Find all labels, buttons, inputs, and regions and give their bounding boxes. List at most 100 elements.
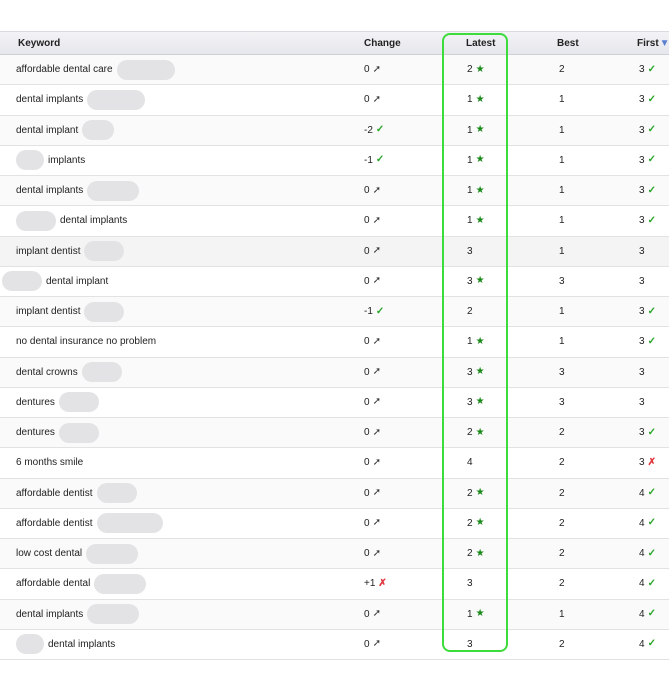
thumbs-up-icon: ✓ xyxy=(647,184,656,196)
table-row[interactable]: affordable dentist 0 ➚ 2 ★ 2 4 ✓ xyxy=(0,509,669,539)
star-icon: ★ xyxy=(475,154,485,166)
table-row[interactable]: affordable dental +1 ✗ 3 2 4 ✓ xyxy=(0,569,669,600)
keyword-cell: affordable dentist xyxy=(16,509,163,538)
keyword-text: dental implant xyxy=(46,275,109,287)
keyword-cell: dental implant xyxy=(2,267,108,296)
header-keyword[interactable]: Keyword xyxy=(18,38,61,49)
star-icon: ★ xyxy=(475,517,485,529)
change-cell: 0 ➚ xyxy=(364,448,381,477)
best-cell: 1 xyxy=(559,297,565,326)
change-cell: 0 ➚ xyxy=(364,85,381,114)
first-cell-value: 3 xyxy=(639,306,645,318)
first-cell-value: 3 xyxy=(639,245,645,257)
table-row[interactable]: implant dentist -1 ✓ 2 1 3 ✓ xyxy=(0,297,669,328)
first-cell: 4 ✓ xyxy=(639,600,656,629)
first-cell-value: 3 xyxy=(639,94,645,106)
table-row[interactable]: dentures 0 ➚ 3 ★ 3 3 xyxy=(0,388,669,418)
redacted-blur xyxy=(94,573,147,594)
table-row[interactable]: dental crowns 0 ➚ 3 ★ 3 3 xyxy=(0,357,669,388)
change-cell: 0 ➚ xyxy=(364,206,381,235)
change-cell-value: 0 xyxy=(364,275,370,287)
first-cell: 4 ✓ xyxy=(639,509,656,538)
star-icon: ★ xyxy=(475,608,485,620)
keyword-text: implants xyxy=(48,154,86,166)
best-cell-value: 3 xyxy=(559,366,565,378)
star-icon: ★ xyxy=(475,184,485,196)
first-cell: 3 ✓ xyxy=(639,55,656,84)
table-row[interactable]: affordable dentist 0 ➚ 2 ★ 2 4 ✓ xyxy=(0,478,669,509)
first-cell-value: 3 xyxy=(639,275,645,287)
redacted-blur xyxy=(87,180,140,201)
first-cell: 3 ✓ xyxy=(639,176,656,205)
table-row[interactable]: dental implants 0 ➚ 1 ★ 1 4 ✓ xyxy=(0,599,669,630)
table-header: Keyword Change Latest Best First▼ xyxy=(0,31,669,55)
keyword-text: dental implant xyxy=(16,124,79,136)
header-latest[interactable]: Latest xyxy=(466,38,496,49)
thumbs-up-icon: ✓ xyxy=(647,547,656,559)
table-row[interactable]: no dental insurance no problem 0 ➚ 1 ★ 1 3 ✓ xyxy=(0,327,669,358)
latest-cell: 3 ★ xyxy=(467,388,485,417)
best-cell-value: 2 xyxy=(559,548,565,560)
best-cell: 2 xyxy=(559,509,565,538)
table-row[interactable]: dental implant 0 ➚ 3 ★ 3 3 xyxy=(0,267,669,297)
first-cell-value: 4 xyxy=(639,548,645,560)
table-row[interactable]: low cost dental 0 ➚ 2 ★ 2 4 ✓ xyxy=(0,539,669,570)
latest-cell: 2 ★ xyxy=(467,55,485,84)
pin-icon: ➚ xyxy=(372,335,381,347)
star-icon: ★ xyxy=(475,93,485,105)
redacted-blur xyxy=(82,120,115,141)
latest-cell-value: 2 xyxy=(467,427,473,439)
keyword-cell: dental implants xyxy=(16,176,140,205)
change-cell-value: 0 xyxy=(364,396,370,408)
keyword-cell: dentures xyxy=(16,388,99,417)
first-cell-value: 3 xyxy=(639,215,645,227)
keyword-text: 6 months smile xyxy=(16,457,84,469)
change-cell: 0 ➚ xyxy=(364,600,381,629)
keyword-text: dental implants xyxy=(48,638,116,650)
best-cell: 2 xyxy=(559,630,565,659)
table-row[interactable]: dental implants 0 ➚ 3 2 4 ✓ xyxy=(0,630,669,660)
table-row[interactable]: dental implant -2 ✓ 1 ★ 1 3 ✓ xyxy=(0,115,669,146)
latest-cell: 3 ★ xyxy=(467,358,485,387)
best-cell: 2 xyxy=(559,418,565,447)
pin-icon: ➚ xyxy=(372,456,381,468)
sort-down-icon: ▼ xyxy=(659,38,669,49)
first-cell: 3 ✓ xyxy=(639,418,656,447)
latest-cell-value: 2 xyxy=(467,517,473,529)
table-row[interactable]: dental implants 0 ➚ 1 ★ 1 3 ✓ xyxy=(0,206,669,237)
change-cell: -1 ✓ xyxy=(364,297,384,326)
latest-cell: 3 xyxy=(467,569,473,598)
header-first[interactable]: First▼ xyxy=(637,38,669,49)
table-row[interactable]: implant dentist 0 ➚ 3 1 3 xyxy=(0,236,669,267)
latest-cell-value: 1 xyxy=(467,124,473,136)
keyword-text: implant dentist xyxy=(16,245,81,257)
pin-icon: ➚ xyxy=(372,63,381,75)
best-cell-value: 1 xyxy=(559,215,565,227)
first-cell: 3 ✓ xyxy=(639,85,656,114)
table-row[interactable]: dental implants 0 ➚ 1 ★ 1 3 ✓ xyxy=(0,85,669,116)
pin-icon: ➚ xyxy=(372,487,381,499)
header-best[interactable]: Best xyxy=(557,38,579,49)
latest-cell-value: 2 xyxy=(467,306,473,318)
thumbs-up-icon: ✓ xyxy=(647,638,656,650)
table-row[interactable]: 6 months smile 0 ➚ 4 2 3 ✗ xyxy=(0,448,669,479)
header-change[interactable]: Change xyxy=(364,38,401,49)
latest-cell-value: 1 xyxy=(467,185,473,197)
latest-cell-value: 2 xyxy=(467,548,473,560)
pin-icon: ➚ xyxy=(372,214,381,226)
best-cell: 1 xyxy=(559,206,565,235)
table-row[interactable]: implants -1 ✓ 1 ★ 1 3 ✓ xyxy=(0,146,669,176)
first-cell: 3 ✓ xyxy=(639,116,656,145)
first-cell: 3 ✓ xyxy=(639,297,656,326)
thumbs-up-icon: ✓ xyxy=(647,335,656,347)
table-row[interactable]: dental implants 0 ➚ 1 ★ 1 3 ✓ xyxy=(0,176,669,207)
pin-icon: ➚ xyxy=(372,396,381,408)
table-row[interactable]: dentures 0 ➚ 2 ★ 2 3 ✓ xyxy=(0,418,669,449)
latest-cell: 1 ★ xyxy=(467,600,485,629)
keyword-text: affordable dental care xyxy=(16,64,113,76)
table-row[interactable]: affordable dental care 0 ➚ 2 ★ 2 3 ✓ xyxy=(0,55,669,86)
change-cell-value: +1 xyxy=(364,578,376,590)
first-cell-value: 3 xyxy=(639,154,645,166)
thumbs-up-icon: ✓ xyxy=(647,608,656,620)
keyword-text: affordable dentist xyxy=(16,487,93,499)
